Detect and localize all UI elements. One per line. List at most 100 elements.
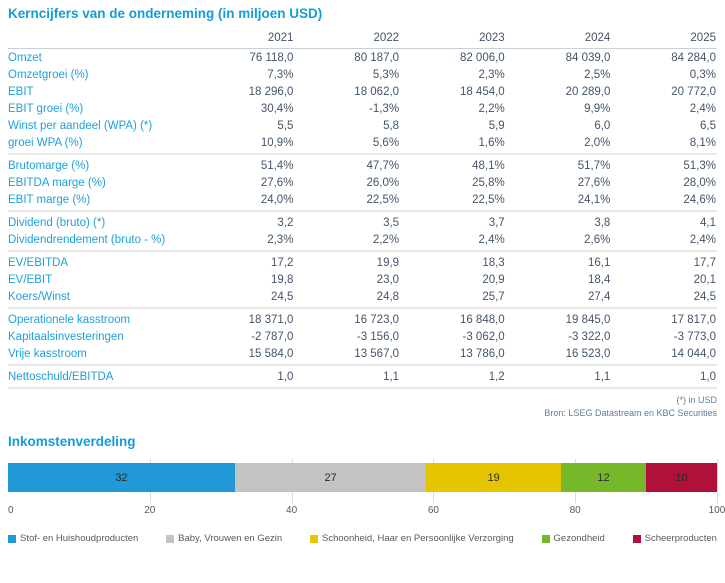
cell-value: 2,4%	[689, 102, 716, 115]
cell-value: 24,6%	[683, 193, 716, 206]
cell-value: -3 322,0	[568, 330, 611, 343]
x-axis-ticks: 0 20 40 60 80 100	[8, 505, 725, 520]
cell-value: 2,4%	[689, 233, 716, 246]
cell-value: 25,8%	[472, 176, 505, 189]
cell-value: 5,9	[488, 119, 505, 132]
cell-value: 15 584,0	[248, 347, 294, 360]
row-label: EBIT	[8, 85, 34, 98]
cell-value: 24,8	[376, 290, 400, 303]
cell-value: 3,5	[383, 216, 400, 229]
cell-value: 2,6%	[584, 233, 611, 246]
cell-value: 13 786,0	[459, 347, 505, 360]
table-row: EBIT groei (%) 30,4% -1,3% 2,2% 9,9% 2,4%	[8, 100, 717, 117]
table-row: Vrije kasstroom 15 584,0 13 567,0 13 786,0 1…	[8, 345, 717, 363]
cell-value: -2 787,0	[251, 330, 294, 343]
footnote-asterisk: (*) in USD	[676, 395, 717, 405]
cell-value: 10,9%	[260, 136, 294, 149]
section-separator	[8, 248, 717, 254]
cell-value: 3,7	[488, 216, 505, 229]
table-row: Kapitaalsinvesteringen -2 787,0 -3 156,0 -3…	[8, 328, 717, 345]
year-header: 2022	[294, 30, 401, 49]
row-label: EBIT marge (%)	[8, 193, 91, 206]
cell-value: 51,4%	[260, 159, 294, 172]
table-row: groei WPA (%) 10,9% 5,6% 1,6% 2,0% 8,1%	[8, 134, 717, 152]
year-header: 2021	[188, 30, 295, 49]
table-row: EV/EBITDA 17,2 19,9 18,3 16,1 17,7	[8, 253, 717, 271]
cell-value: 18,4	[587, 273, 611, 286]
row-label: Operationele kasstroom	[8, 313, 131, 326]
section-separator-bar	[8, 305, 717, 311]
source-note: Bron: LSEG Datastream en KBC Securities	[544, 407, 717, 418]
table-row: EV/EBIT 19,8 23,0 20,9 18,4 20,1	[8, 271, 717, 288]
cell-value: 84 284,0	[671, 51, 716, 64]
cell-value: 20,1	[693, 273, 716, 286]
row-label: EBITDA marge (%)	[8, 176, 106, 189]
cell-value: 0,3%	[689, 68, 716, 81]
cell-value: 2,2%	[372, 233, 400, 246]
cell-value: 20 289,0	[565, 85, 611, 98]
section-separator-bar	[8, 248, 717, 254]
section-separator	[8, 362, 717, 368]
cell-value: 1,2	[488, 370, 505, 383]
cell-value: 14 044,0	[671, 347, 716, 360]
year-header-row: 2021 2022 2023 2024 2025	[8, 30, 717, 49]
chart-title: Inkomstenverdeling	[8, 434, 136, 449]
cell-value: 9,9%	[584, 102, 611, 115]
cell-value: 17 817,0	[671, 313, 716, 326]
cell-value: 1,1	[594, 370, 611, 383]
table-footnotes: (*) in USD Bron: LSEG Datastream en KBC …	[8, 394, 717, 419]
x-tick-label: 60	[427, 505, 439, 516]
cell-value: 5,6%	[372, 136, 400, 149]
cell-value: 25,7	[482, 290, 505, 303]
cell-value: 16 723,0	[354, 313, 400, 326]
cell-value: 2,0%	[584, 136, 611, 149]
cell-value: 28,0%	[683, 176, 716, 189]
section-separator	[8, 385, 717, 391]
cell-value: 1,0	[700, 370, 716, 383]
table-row: Dividendrendement (bruto - %) 2,3% 2,2% 2,4…	[8, 231, 717, 249]
cell-value: 2,2%	[478, 102, 505, 115]
row-label: Koers/Winst	[8, 290, 70, 303]
cell-value: 47,7%	[366, 159, 400, 172]
cell-value: -3 773,0	[673, 330, 716, 343]
cell-value: 27,4	[587, 290, 611, 303]
cell-value: 27,6%	[260, 176, 294, 189]
table-row: Koers/Winst 24,5 24,8 25,7 27,4 24,5	[8, 288, 717, 306]
report-page: Kerncijfers van de onderneming (in miljo…	[8, 6, 725, 544]
cell-value: 5,5	[277, 119, 294, 132]
row-label: EV/EBITDA	[8, 256, 69, 269]
row-label: Dividend (bruto) (*)	[8, 216, 106, 229]
cell-value: 6,0	[594, 119, 611, 132]
table-row: Omzetgroei (%) 7,3% 5,3% 2,3% 2,5% 0,3%	[8, 66, 717, 83]
section-separator	[8, 305, 717, 311]
legend-item: Gezondheid	[541, 533, 605, 544]
cell-value: -1,3%	[369, 102, 400, 115]
cell-value: 19,8	[271, 273, 294, 286]
cell-value: 23,0	[376, 273, 400, 286]
bar-segment: 32	[8, 463, 235, 492]
cell-value: 24,1%	[577, 193, 611, 206]
cell-value: 84 039,0	[565, 51, 611, 64]
chart-legend: Stof- en Huishoudproducten Baby, Vrouwen …	[8, 533, 717, 544]
cell-value: 2,4%	[478, 233, 505, 246]
cell-value: 1,6%	[478, 136, 505, 149]
row-label: Omzetgroei (%)	[8, 68, 89, 81]
table-row: Operationele kasstroom 18 371,0 16 723,0 16…	[8, 310, 717, 328]
legend-label: Schoonheid, Haar en Persoonlijke Verzorg…	[322, 533, 514, 544]
table-title: Kerncijfers van de onderneming (in miljo…	[8, 6, 323, 21]
cell-value: 18 371,0	[248, 313, 294, 326]
row-label: Kapitaalsinvesteringen	[8, 330, 124, 343]
cell-value: 7,3%	[267, 68, 294, 81]
stacked-bar-chart: 32 27 19 12 10	[8, 459, 718, 503]
legend-item: Stof- en Huishoudproducten	[8, 533, 138, 544]
cell-value: 2,3%	[478, 68, 505, 81]
cell-value: 18 296,0	[248, 85, 294, 98]
table-row: Dividend (bruto) (*) 3,2 3,5 3,7 3,8 4,1	[8, 213, 717, 231]
section-separator-bar	[8, 208, 717, 214]
stacked-bar: 32 27 19 12 10	[8, 463, 717, 492]
cell-value: 2,5%	[584, 68, 611, 81]
row-label: Dividendrendement (bruto - %)	[8, 233, 166, 246]
cell-value: 18,3	[482, 256, 505, 269]
cell-value: 3,2	[277, 216, 294, 229]
x-tick-label: 80	[569, 505, 581, 516]
